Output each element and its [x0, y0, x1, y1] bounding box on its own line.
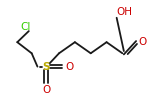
Text: O: O	[138, 37, 147, 47]
Text: S: S	[42, 62, 50, 72]
Text: Cl: Cl	[21, 22, 31, 32]
Text: O: O	[66, 62, 74, 72]
Text: OH: OH	[117, 7, 133, 17]
Text: O: O	[42, 85, 50, 95]
